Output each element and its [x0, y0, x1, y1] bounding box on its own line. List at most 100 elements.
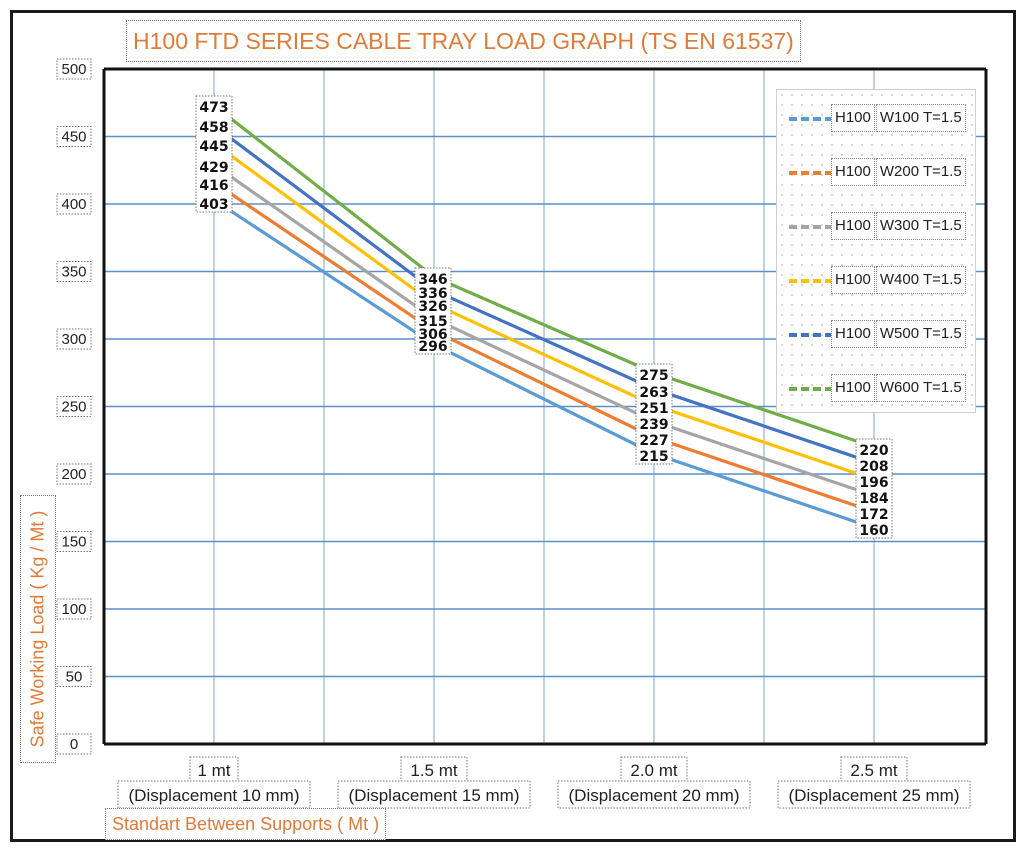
data-label: 403 — [199, 197, 228, 213]
x-tick-sublabel-box — [557, 780, 751, 809]
x-tick-sublabel: (Displacement 15 mm) — [349, 786, 520, 805]
legend-swatch-w100 — [789, 117, 833, 121]
x-tick-label: 1.5 mt — [410, 761, 458, 780]
data-label: 326 — [418, 299, 447, 315]
data-label: 208 — [859, 459, 888, 475]
y-tick-label-box — [56, 126, 92, 147]
legend: H100 W100 T=1.5 H100 W200 T=1.5 H100 W300 T… — [776, 89, 976, 413]
data-label: 336 — [418, 286, 447, 302]
data-label-cluster-box — [195, 95, 233, 213]
y-tick-label-box — [56, 531, 92, 552]
data-label: 227 — [639, 433, 668, 449]
y-tick-label-box — [56, 261, 92, 282]
data-label: 239 — [639, 417, 668, 433]
y-tick-label: 350 — [61, 264, 86, 281]
y-tick-label: 400 — [61, 196, 86, 213]
series-line-5 — [213, 124, 875, 465]
legend-label-spec: W100 T=1.5 — [875, 104, 966, 132]
data-label: 296 — [418, 339, 447, 355]
legend-label-spec: W300 T=1.5 — [875, 212, 966, 240]
y-tick-label: 50 — [66, 669, 83, 686]
data-label: 215 — [639, 449, 668, 465]
series-line-2 — [213, 181, 875, 514]
y-axis-label: Safe Working Load ( Kg / Mt ) — [27, 510, 48, 748]
data-label: 315 — [418, 314, 447, 330]
legend-swatch-w600 — [789, 387, 833, 391]
y-axis-label-box: Safe Working Load ( Kg / Mt ) — [20, 495, 56, 763]
data-label-cluster-box — [414, 267, 452, 355]
data-label: 445 — [199, 139, 228, 155]
data-label: 251 — [639, 401, 668, 417]
y-tick-label-box — [56, 396, 92, 417]
legend-item-w500: H100 W500 T=1.5 — [777, 318, 977, 350]
legend-item-w300: H100 W300 T=1.5 — [777, 210, 977, 242]
legend-label-spec: W500 T=1.5 — [875, 320, 966, 348]
legend-swatch-w200 — [789, 171, 833, 175]
y-tick-label-box — [56, 328, 92, 350]
x-tick-label-box — [400, 756, 468, 784]
chart-title: H100 FTD SERIES CABLE TRAY LOAD GRAPH (T… — [126, 20, 801, 62]
data-label-cluster-box — [855, 438, 893, 539]
legend-label-height: H100 — [831, 374, 875, 402]
legend-item-w100: H100 W100 T=1.5 — [777, 102, 977, 134]
series-line-4 — [213, 141, 875, 481]
x-tick-label: 2.5 mt — [850, 761, 898, 780]
legend-label-height: H100 — [831, 212, 875, 240]
x-tick-label: 2.0 mt — [630, 761, 678, 780]
series-line-3 — [213, 163, 875, 498]
data-label: 458 — [199, 120, 228, 136]
y-tick-label: 150 — [61, 534, 86, 551]
x-tick-sublabel: (Displacement 25 mm) — [789, 786, 960, 805]
x-axis-label: Standart Between Supports ( Mt ) — [105, 808, 387, 840]
data-label: 184 — [859, 491, 888, 507]
legend-label-height: H100 — [831, 320, 875, 348]
y-tick-label: 100 — [61, 601, 86, 618]
y-tick-label-box — [56, 733, 92, 755]
legend-label-spec: W200 T=1.5 — [875, 158, 966, 186]
y-tick-label: 450 — [61, 129, 86, 146]
y-tick-label: 250 — [61, 399, 86, 416]
data-label: 220 — [859, 443, 888, 459]
data-label: 196 — [859, 475, 888, 491]
data-label: 416 — [199, 178, 228, 194]
x-tick-sublabel-box — [777, 780, 971, 809]
y-tick-label-box — [56, 193, 92, 215]
x-tick-label-box — [620, 756, 688, 784]
x-tick-sublabel-box — [117, 780, 311, 809]
data-label: 160 — [859, 523, 888, 539]
y-tick-label: 0 — [70, 736, 78, 753]
x-tick-label: 1 mt — [197, 761, 230, 780]
legend-swatch-w500 — [789, 333, 833, 337]
data-label: 263 — [639, 385, 668, 401]
y-tick-label-box — [56, 463, 92, 485]
data-label: 275 — [639, 368, 668, 384]
series-line-1 — [213, 198, 875, 530]
series-line-6 — [213, 104, 875, 449]
data-label-cluster-box — [635, 363, 673, 465]
legend-swatch-w300 — [789, 225, 833, 229]
legend-item-w200: H100 W200 T=1.5 — [777, 156, 977, 188]
legend-label-spec: W400 T=1.5 — [875, 266, 966, 294]
y-tick-label: 200 — [61, 466, 86, 483]
x-tick-label-box — [840, 756, 908, 784]
data-label: 429 — [199, 160, 228, 176]
x-tick-sublabel-box — [337, 780, 531, 809]
data-label: 346 — [418, 272, 447, 288]
legend-label-height: H100 — [831, 104, 875, 132]
y-tick-label-box — [56, 666, 92, 687]
legend-item-w400: H100 W400 T=1.5 — [777, 264, 977, 296]
data-label: 473 — [199, 100, 228, 116]
y-tick-label: 500 — [61, 61, 86, 78]
data-label: 172 — [859, 507, 888, 523]
data-label: 306 — [418, 327, 447, 343]
y-tick-label-box — [56, 598, 92, 620]
y-tick-label-box — [56, 58, 92, 80]
x-tick-sublabel: (Displacement 10 mm) — [129, 786, 300, 805]
legend-item-w600: H100 W600 T=1.5 — [777, 372, 977, 404]
legend-label-height: H100 — [831, 158, 875, 186]
x-tick-label-box — [189, 756, 239, 784]
y-tick-label: 300 — [61, 331, 86, 348]
chart-frame — [10, 10, 1016, 842]
legend-swatch-w400 — [789, 279, 833, 283]
